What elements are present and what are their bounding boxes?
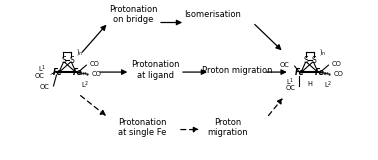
Polygon shape [50,71,56,75]
Text: OC: OC [35,73,45,79]
Text: Isomerisation: Isomerisation [184,10,241,19]
Text: Fe: Fe [295,68,304,77]
Text: CO: CO [91,71,101,77]
Text: S: S [311,56,316,65]
Text: CO: CO [332,61,341,67]
Text: Protonation
on bridge: Protonation on bridge [109,5,158,24]
Text: L$^1$: L$^1$ [38,64,46,75]
Text: Protonation
at ligand: Protonation at ligand [131,60,180,80]
Text: OC: OC [286,85,296,91]
Text: S: S [69,56,74,65]
Text: Fe: Fe [53,68,62,77]
Text: Proton migration: Proton migration [201,66,272,75]
Text: Fe: Fe [314,68,324,77]
Text: CO: CO [89,61,99,67]
Text: S: S [303,56,308,65]
Text: Proton
migration: Proton migration [208,118,248,137]
Text: H: H [307,81,312,87]
Text: )$_n$: )$_n$ [76,47,84,57]
Text: Protonation
at single Fe: Protonation at single Fe [118,118,166,137]
Text: OC: OC [40,84,50,90]
Text: S: S [61,56,66,65]
Text: L$^2$: L$^2$ [81,79,90,91]
Text: OC: OC [280,62,290,68]
Text: CO: CO [333,71,343,77]
Text: )$_n$: )$_n$ [319,47,326,57]
Text: Fe: Fe [73,68,82,77]
Text: L$^2$: L$^2$ [324,79,332,91]
Text: L$^1$: L$^1$ [286,76,294,88]
